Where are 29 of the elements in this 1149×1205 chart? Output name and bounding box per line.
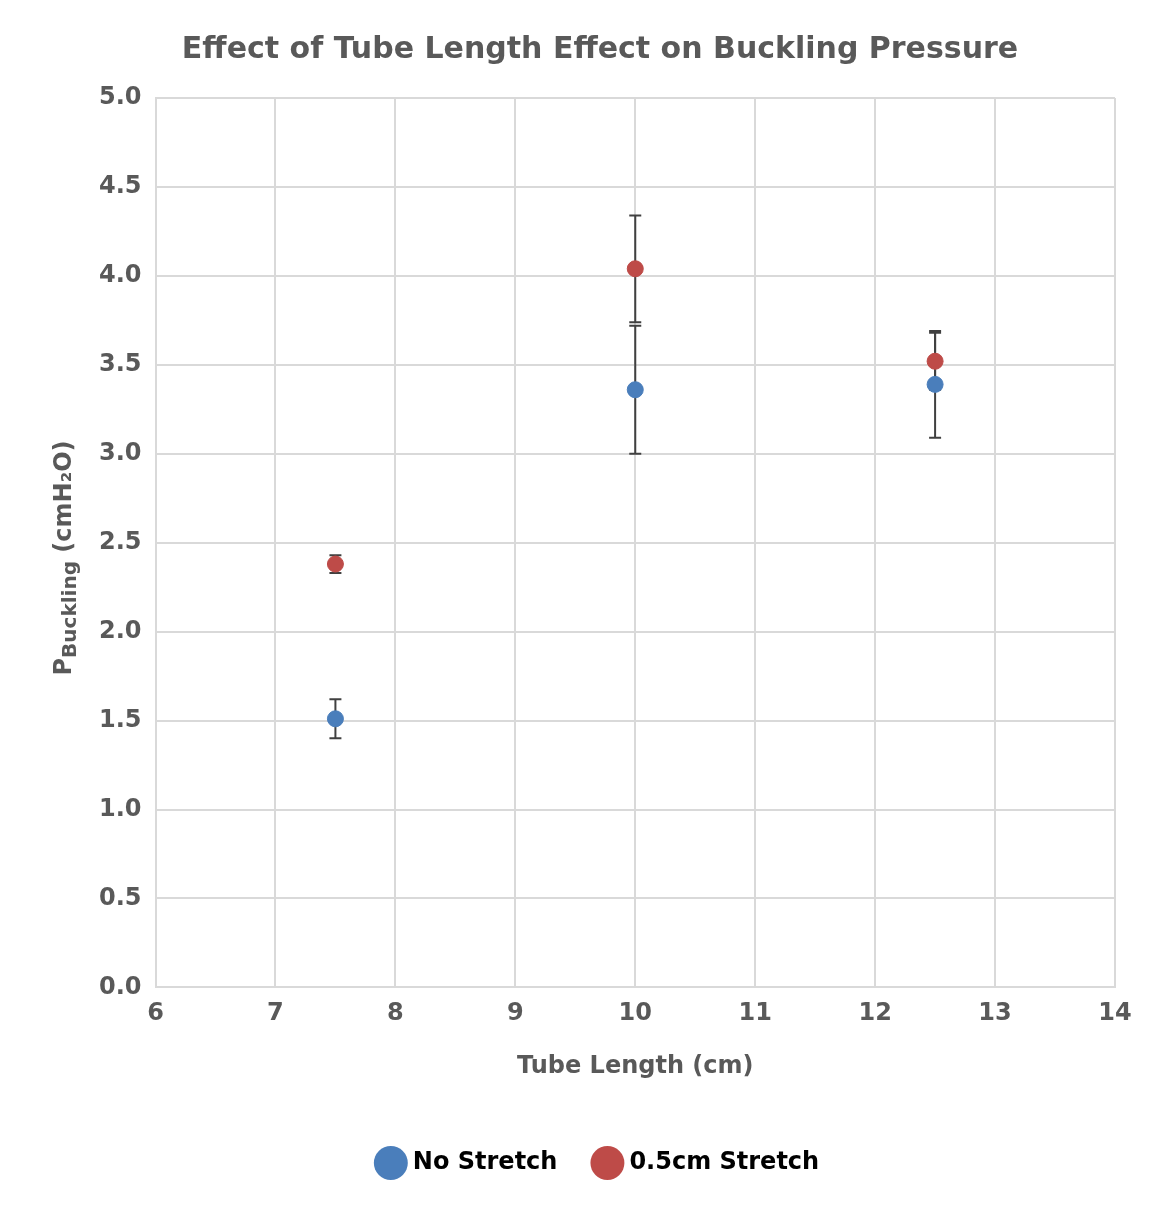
point bbox=[926, 375, 944, 393]
y-tick-label: 3.0 bbox=[99, 437, 142, 466]
y-tick-label: 3.5 bbox=[99, 349, 142, 378]
x-tick-label: 6 bbox=[147, 998, 164, 1027]
x-tick-label: 12 bbox=[858, 998, 892, 1027]
y-tick-label: 4.0 bbox=[99, 260, 142, 289]
legend-label: 0.5cm Stretch bbox=[629, 1147, 820, 1176]
point bbox=[926, 352, 944, 370]
x-tick-label: 9 bbox=[506, 998, 524, 1027]
y-tick-label: 0.0 bbox=[99, 971, 142, 1000]
chart-title: Effect of Tube Length Effect on Buckling Pressure bbox=[181, 29, 1019, 65]
y-tick-label: 4.5 bbox=[99, 171, 142, 200]
point bbox=[326, 710, 344, 728]
y-tick-label: 2.5 bbox=[99, 526, 142, 555]
x-tick-label: 11 bbox=[738, 998, 772, 1027]
legend-label: No Stretch bbox=[412, 1147, 558, 1176]
x-tick-label: 8 bbox=[387, 998, 404, 1027]
x-axis-title: Tube Length (cm) bbox=[516, 1050, 754, 1079]
y-tick-label: 0.5 bbox=[99, 882, 142, 911]
y-tick-label: 2.0 bbox=[99, 615, 142, 644]
point bbox=[626, 381, 644, 399]
y-tick-label: 1.0 bbox=[99, 793, 142, 822]
y-tick-label: 5.0 bbox=[99, 82, 142, 111]
x-tick-label: 14 bbox=[1098, 998, 1132, 1027]
x-tick-label: 10 bbox=[618, 998, 652, 1027]
x-tick-label: 7 bbox=[267, 998, 284, 1027]
y-tick-label: 1.5 bbox=[99, 704, 142, 733]
point bbox=[626, 260, 644, 278]
x-tick-label: 13 bbox=[978, 998, 1012, 1027]
